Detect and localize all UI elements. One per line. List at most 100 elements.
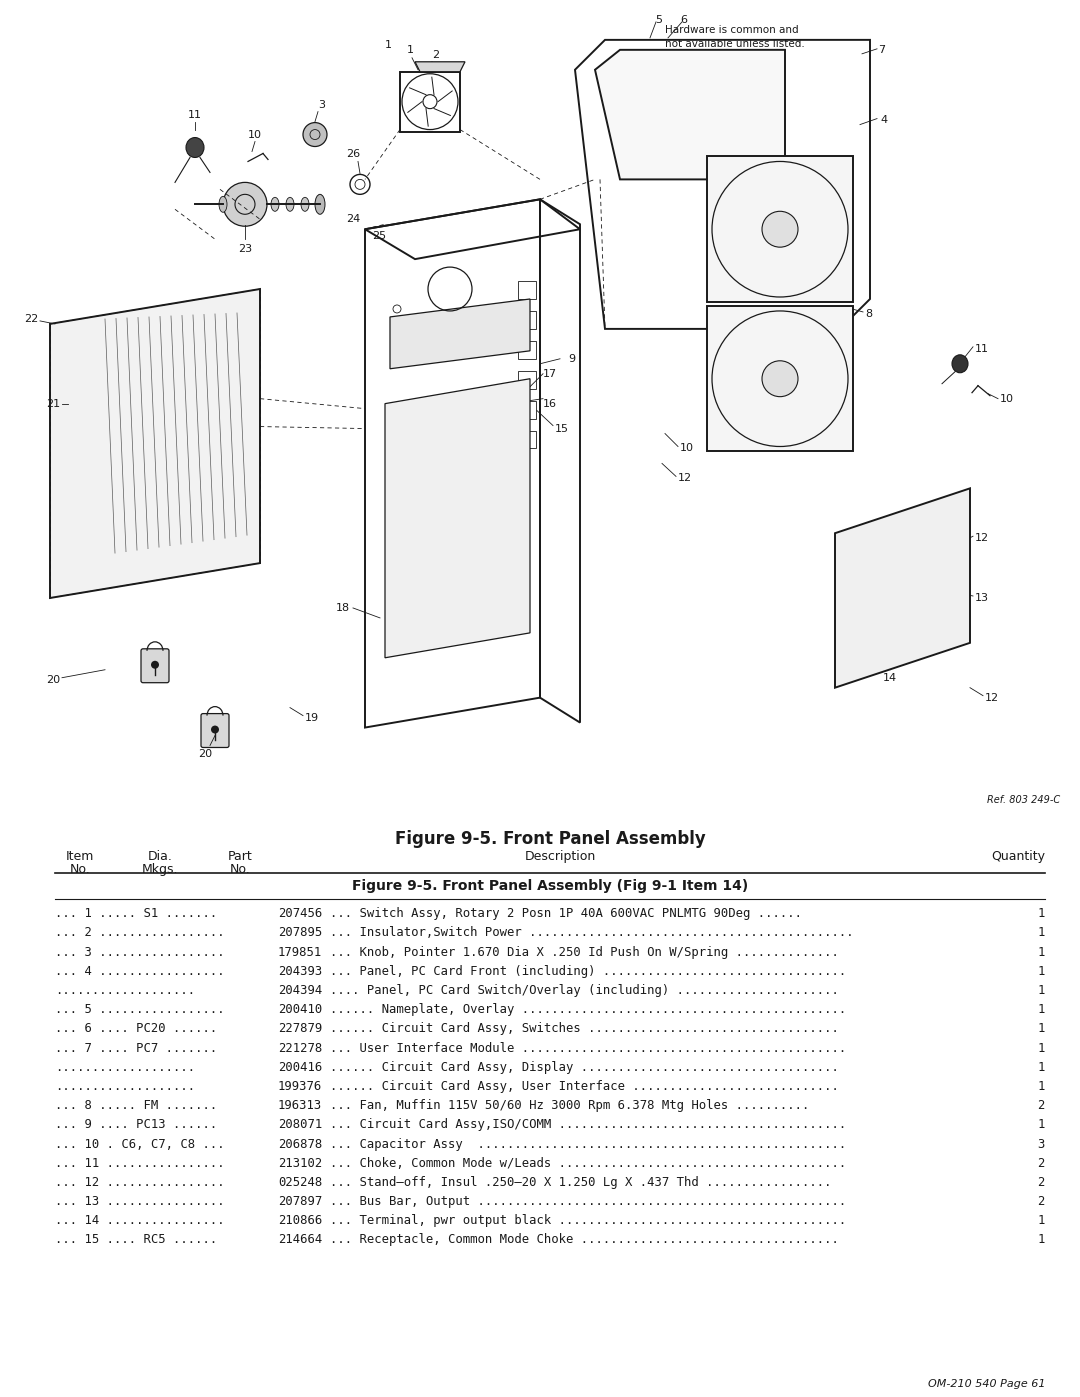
Text: 18: 18	[336, 604, 350, 613]
Text: 207456: 207456	[278, 907, 322, 921]
Text: ... 7 .... PC7 .......: ... 7 .... PC7 .......	[55, 1042, 217, 1055]
Text: 207895: 207895	[278, 926, 322, 939]
Text: 5: 5	[654, 15, 662, 25]
Text: ... 2 .................: ... 2 .................	[55, 926, 225, 939]
Text: ... Circuit Card Assy,ISO/COMM .......................................: ... Circuit Card Assy,ISO/COMM .........…	[330, 1119, 847, 1132]
Text: Figure 9-5. Front Panel Assembly: Figure 9-5. Front Panel Assembly	[394, 830, 705, 848]
Text: 1: 1	[1038, 1060, 1045, 1074]
Text: 12: 12	[985, 693, 999, 703]
Text: 9: 9	[568, 353, 576, 363]
Bar	[640, 68, 650, 80]
Text: ... 15 .... RC5 ......: ... 15 .... RC5 ......	[55, 1234, 217, 1246]
Text: ...... Circuit Card Assy, User Interface ............................: ...... Circuit Card Assy, User Interface…	[330, 1080, 839, 1092]
Bar	[76, 380, 90, 388]
Text: Item: Item	[66, 851, 94, 863]
Text: 1: 1	[1038, 1214, 1045, 1228]
Bar	[518, 370, 536, 388]
Text: 1: 1	[1038, 983, 1045, 997]
Text: 227879: 227879	[278, 1023, 322, 1035]
Text: 17: 17	[543, 369, 557, 379]
Bar	[76, 419, 90, 427]
Circle shape	[222, 183, 267, 226]
Text: 20: 20	[45, 675, 60, 685]
Text: 19: 19	[305, 712, 319, 722]
Circle shape	[211, 725, 219, 733]
Ellipse shape	[186, 137, 204, 158]
Text: 2: 2	[1038, 1176, 1045, 1189]
Text: 1: 1	[1038, 907, 1045, 921]
Text: 2: 2	[1038, 1099, 1045, 1112]
Text: ... 3 .................: ... 3 .................	[55, 946, 225, 958]
Polygon shape	[595, 50, 785, 179]
Text: ... 12 ................: ... 12 ................	[55, 1176, 225, 1189]
Text: .... Panel, PC Card Switch/Overlay (including) ......................: .... Panel, PC Card Switch/Overlay (incl…	[330, 983, 839, 997]
Bar	[518, 401, 536, 419]
Text: 26: 26	[346, 149, 360, 159]
Text: 8: 8	[865, 309, 873, 319]
Text: 1: 1	[1038, 1080, 1045, 1092]
Bar	[640, 88, 650, 99]
Text: OM-210 540 Page 61: OM-210 540 Page 61	[928, 1379, 1045, 1389]
Ellipse shape	[888, 534, 904, 543]
Text: ... 10 . C6, C7, C8 ...: ... 10 . C6, C7, C8 ...	[55, 1137, 225, 1151]
Text: ... Stand–off, Insul .250–20 X 1.250 Lg X .437 Thd .................: ... Stand–off, Insul .250–20 X 1.250 Lg …	[330, 1176, 832, 1189]
Text: ... Terminal, pwr output black .......................................: ... Terminal, pwr output black .........…	[330, 1214, 847, 1228]
Text: 10: 10	[680, 443, 694, 454]
Text: 23: 23	[238, 244, 252, 254]
Text: 1: 1	[1038, 965, 1045, 978]
FancyBboxPatch shape	[201, 714, 229, 747]
Text: 24: 24	[346, 214, 360, 225]
Text: ...... Nameplate, Overlay ............................................: ...... Nameplate, Overlay ..............…	[330, 1003, 847, 1016]
Text: 1: 1	[406, 45, 414, 54]
Text: ... Switch Assy, Rotary 2 Posn 1P 40A 600VAC PNLMTG 90Deg ......: ... Switch Assy, Rotary 2 Posn 1P 40A 60…	[330, 907, 802, 921]
Text: 13: 13	[975, 592, 989, 604]
Text: ... 11 ................: ... 11 ................	[55, 1157, 225, 1169]
Text: 15: 15	[555, 423, 569, 433]
Bar	[76, 400, 90, 408]
Text: Figure 9-5. Front Panel Assembly (Fig 9-1 Item 14): Figure 9-5. Front Panel Assembly (Fig 9-…	[352, 879, 748, 893]
Circle shape	[151, 661, 159, 669]
Bar	[692, 82, 708, 98]
Text: Description: Description	[525, 851, 596, 863]
Text: ...... Circuit Card Assy, Switches ..................................: ...... Circuit Card Assy, Switches .....…	[330, 1023, 839, 1035]
Text: 214664: 214664	[278, 1234, 322, 1246]
Text: 213102: 213102	[278, 1157, 322, 1169]
Text: ...................: ...................	[55, 983, 195, 997]
Circle shape	[762, 211, 798, 247]
Ellipse shape	[271, 197, 279, 211]
Text: Dia.: Dia.	[148, 851, 173, 863]
Text: 2: 2	[432, 50, 440, 60]
Text: 1: 1	[384, 41, 391, 50]
Text: 204393: 204393	[278, 965, 322, 978]
Text: ... User Interface Module ............................................: ... User Interface Module ..............…	[330, 1042, 847, 1055]
Bar	[642, 82, 658, 98]
Text: 1: 1	[1038, 946, 1045, 958]
Text: 1: 1	[1038, 1023, 1045, 1035]
Polygon shape	[835, 489, 970, 687]
Text: ... Insulator,Switch Power ............................................: ... Insulator,Switch Power .............…	[330, 926, 853, 939]
Bar	[400, 71, 460, 131]
Text: ...................: ...................	[55, 1060, 195, 1074]
Bar	[518, 281, 536, 299]
FancyBboxPatch shape	[141, 648, 168, 683]
Text: ... Capacitor Assy  ..................................................: ... Capacitor Assy .....................…	[330, 1137, 847, 1151]
Bar	[518, 312, 536, 328]
Circle shape	[303, 123, 327, 147]
Ellipse shape	[301, 197, 309, 211]
Bar	[707, 306, 853, 451]
Text: ... Panel, PC Card Front (including) .................................: ... Panel, PC Card Front (including) ...…	[330, 965, 847, 978]
Text: 22: 22	[24, 314, 38, 324]
Text: 1: 1	[1038, 926, 1045, 939]
Ellipse shape	[286, 197, 294, 211]
Bar	[742, 82, 758, 98]
Text: 7: 7	[878, 45, 886, 54]
Polygon shape	[390, 299, 530, 369]
Polygon shape	[415, 61, 465, 71]
Text: ... Bus Bar, Output ..................................................: ... Bus Bar, Output ....................…	[330, 1194, 847, 1208]
Text: No.: No.	[69, 863, 91, 876]
Text: 11: 11	[188, 109, 202, 120]
Polygon shape	[105, 300, 245, 556]
Text: Hardware is common and
not available unless listed.: Hardware is common and not available unl…	[665, 25, 805, 49]
Text: 204394: 204394	[278, 983, 322, 997]
Text: Mkgs.: Mkgs.	[141, 863, 178, 876]
